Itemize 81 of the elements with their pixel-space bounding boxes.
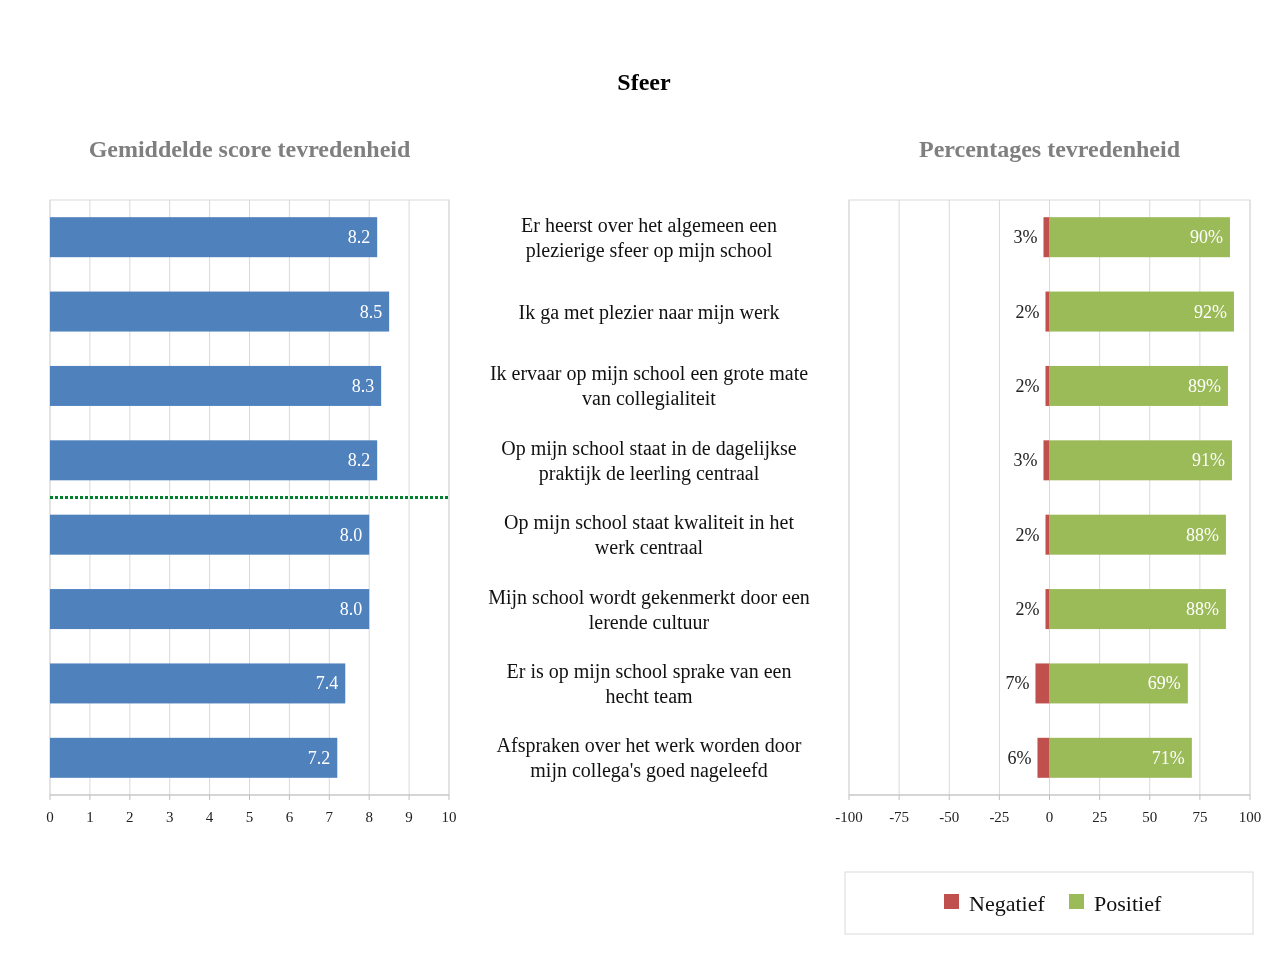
data-label: 3% xyxy=(1013,450,1038,471)
bar xyxy=(1045,291,1050,332)
data-label: 8.2 xyxy=(347,450,371,471)
x-tick-label: 4 xyxy=(205,809,214,825)
data-label: 8.0 xyxy=(339,599,363,620)
data-label: 2% xyxy=(1015,524,1040,545)
chart-subtitle: Gemiddelde score tevredenheid xyxy=(88,136,412,162)
bar xyxy=(1035,663,1050,704)
data-label: 8.5 xyxy=(359,301,383,322)
y-tick-label: Er is op mijn school sprake van een hecht team xyxy=(506,659,792,707)
x-tick-label: 3 xyxy=(165,809,174,825)
x-tick-label: 9 xyxy=(405,809,413,825)
bar xyxy=(1049,365,1228,406)
data-label: 71% xyxy=(1151,747,1185,768)
bar xyxy=(50,440,378,481)
bar xyxy=(1049,440,1232,481)
data-label: 8.3 xyxy=(351,375,375,396)
x-tick-label: -100 xyxy=(835,809,863,825)
chart-title: Percentages tevredenheid xyxy=(918,136,1181,162)
data-label: 7% xyxy=(1005,673,1030,694)
bar xyxy=(50,514,370,555)
bar xyxy=(1037,737,1050,778)
y-tick-label: Op mijn school staat kwaliteit in het werk centraal xyxy=(504,511,795,559)
x-tick-label: 7 xyxy=(325,809,334,825)
y-tick-label: Afspraken over het werk worden door mijn collega's goed nageleefd xyxy=(496,734,802,783)
y-tick-label: Ik ga met plezier naar mijn werk xyxy=(518,300,780,324)
data-label: 69% xyxy=(1147,673,1181,694)
data-label: 92% xyxy=(1193,301,1227,322)
data-label: 7.2 xyxy=(307,747,331,768)
bar xyxy=(50,291,390,332)
y-tick-label: Mijn school wordt gekenmerkt door een lerende cultuur xyxy=(488,585,810,633)
x-tick-label: 75 xyxy=(1192,809,1208,825)
bar xyxy=(1045,365,1050,406)
x-tick-label: 50 xyxy=(1142,809,1158,825)
bar xyxy=(50,663,346,704)
x-tick-label: 5 xyxy=(245,809,254,825)
data-label: 8.2 xyxy=(347,227,371,248)
x-tick-label: -75 xyxy=(889,809,910,825)
y-tick-label: Op mijn school staat in de dagelijkse praktijk de leerling centraal xyxy=(501,436,797,485)
y-tick-label: Er heerst over het algemeen een plezierige sfeer op mijn school xyxy=(521,213,777,262)
x-tick-label: -50 xyxy=(939,809,960,825)
data-label: 2% xyxy=(1015,599,1040,620)
bar xyxy=(1049,737,1192,778)
bar xyxy=(1049,663,1188,704)
data-label: 8.0 xyxy=(339,524,363,545)
legend-label: Positief xyxy=(1094,891,1162,916)
x-tick-label: 10 xyxy=(441,809,457,825)
data-label: 91% xyxy=(1191,450,1225,471)
x-tick-label: 1 xyxy=(86,809,94,825)
x-tick-label: 0 xyxy=(46,809,54,825)
bar xyxy=(1043,217,1050,258)
bar xyxy=(1049,589,1226,630)
bar xyxy=(50,589,370,630)
bar xyxy=(50,217,378,258)
bar xyxy=(50,737,338,778)
x-tick-label: 0 xyxy=(1045,809,1054,825)
y-tick-label: Ik ervaar op mijn school een grote mate van collegialiteit xyxy=(489,362,809,411)
bar xyxy=(1049,291,1234,332)
data-label: 90% xyxy=(1189,227,1223,248)
text: Sfeer xyxy=(617,69,671,95)
bar xyxy=(1043,440,1050,481)
data-label: 89% xyxy=(1187,375,1221,396)
data-label: 2% xyxy=(1015,375,1040,396)
bar xyxy=(1049,514,1226,555)
data-label: 88% xyxy=(1185,524,1219,545)
x-tick-label: 25 xyxy=(1092,809,1108,825)
bar xyxy=(50,365,382,406)
x-tick-label: 2 xyxy=(126,809,134,825)
x-tick-label: -25 xyxy=(989,809,1010,825)
x-tick-label: 8 xyxy=(365,809,373,825)
bar xyxy=(1045,514,1050,555)
data-label: 3% xyxy=(1013,227,1038,248)
data-label: 6% xyxy=(1007,747,1032,768)
legend-label: Negatief xyxy=(969,891,1046,916)
x-tick-label: 6 xyxy=(285,809,294,825)
x-tick-label: 100 xyxy=(1238,809,1262,825)
data-label: 7.4 xyxy=(315,673,339,694)
data-label: 88% xyxy=(1185,599,1219,620)
data-label: 2% xyxy=(1015,301,1040,322)
bar xyxy=(1049,217,1230,258)
bar xyxy=(1045,589,1050,630)
